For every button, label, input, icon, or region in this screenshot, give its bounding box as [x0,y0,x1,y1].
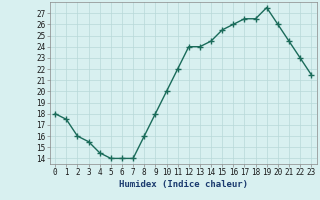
X-axis label: Humidex (Indice chaleur): Humidex (Indice chaleur) [119,180,248,189]
